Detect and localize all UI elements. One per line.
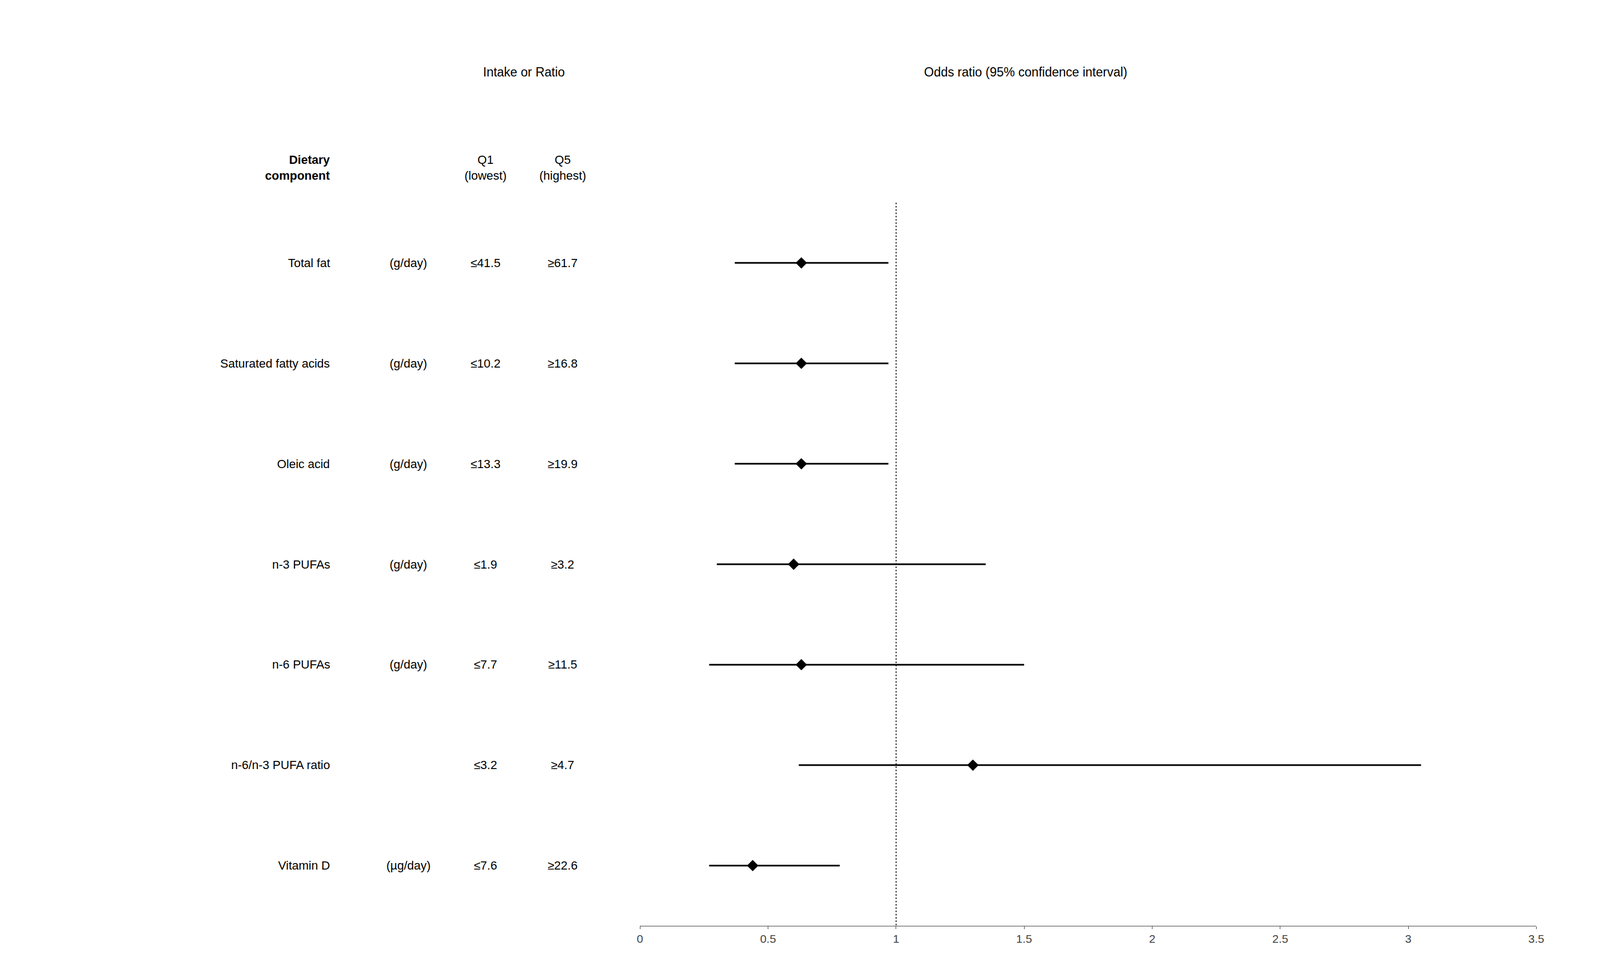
svg-text:≤7.7: ≤7.7 [473, 657, 498, 672]
svg-text:≤41.5: ≤41.5 [470, 256, 501, 270]
svg-text:1.5: 1.5 [1016, 932, 1033, 946]
svg-text:≤3.2: ≤3.2 [473, 758, 498, 773]
svg-text:(g/day): (g/day) [389, 557, 427, 572]
svg-text:≥19.9: ≥19.9 [547, 457, 578, 472]
svg-text:n-6 PUFAs: n-6 PUFAs [272, 657, 331, 672]
svg-text:2.5: 2.5 [1272, 932, 1288, 946]
svg-text:≥11.5: ≥11.5 [548, 657, 578, 672]
svg-text:1: 1 [892, 932, 900, 946]
svg-text:≥22.6: ≥22.6 [547, 859, 578, 873]
svg-text:3: 3 [1404, 932, 1412, 946]
svg-text:(g/day): (g/day) [389, 356, 427, 371]
svg-text:Odds ratio (95% confidence int: Odds ratio (95% confidence interval) [924, 65, 1128, 80]
svg-text:(g/day): (g/day) [389, 657, 427, 672]
svg-text:≥3.2: ≥3.2 [550, 557, 575, 572]
svg-text:Oleic acid: Oleic acid [277, 457, 331, 472]
svg-text:(g/day): (g/day) [389, 256, 427, 270]
svg-text:Dietarycomponent: Dietarycomponent [265, 153, 331, 183]
svg-text:Total fat: Total fat [287, 256, 331, 270]
svg-text:≥61.7: ≥61.7 [547, 256, 578, 270]
svg-text:≥16.8: ≥16.8 [547, 356, 578, 371]
svg-text:n-3 PUFAs: n-3 PUFAs [272, 557, 331, 572]
svg-text:Vitamin D: Vitamin D [278, 859, 331, 873]
svg-text:≤7.6: ≤7.6 [473, 859, 498, 873]
svg-text:≤1.9: ≤1.9 [473, 557, 498, 572]
svg-text:≥4.7: ≥4.7 [550, 758, 575, 773]
svg-text:2: 2 [1149, 932, 1156, 946]
svg-text:0.5: 0.5 [760, 932, 776, 946]
svg-text:(g/day): (g/day) [389, 457, 427, 472]
svg-text:≤10.2: ≤10.2 [470, 356, 501, 371]
svg-text:n-6/n-3 PUFA ratio: n-6/n-3 PUFA ratio [231, 758, 331, 773]
svg-text:3.5: 3.5 [1528, 932, 1545, 946]
svg-text:Saturated fatty acids: Saturated fatty acids [220, 356, 331, 371]
svg-text:Q5(highest): Q5(highest) [539, 153, 587, 183]
svg-text:Intake or Ratio: Intake or Ratio [483, 65, 566, 80]
svg-text:0: 0 [636, 932, 644, 946]
svg-text:(µg/day): (µg/day) [386, 859, 431, 873]
svg-text:≤13.3: ≤13.3 [470, 457, 501, 472]
svg-text:Q1(lowest): Q1(lowest) [464, 153, 507, 183]
